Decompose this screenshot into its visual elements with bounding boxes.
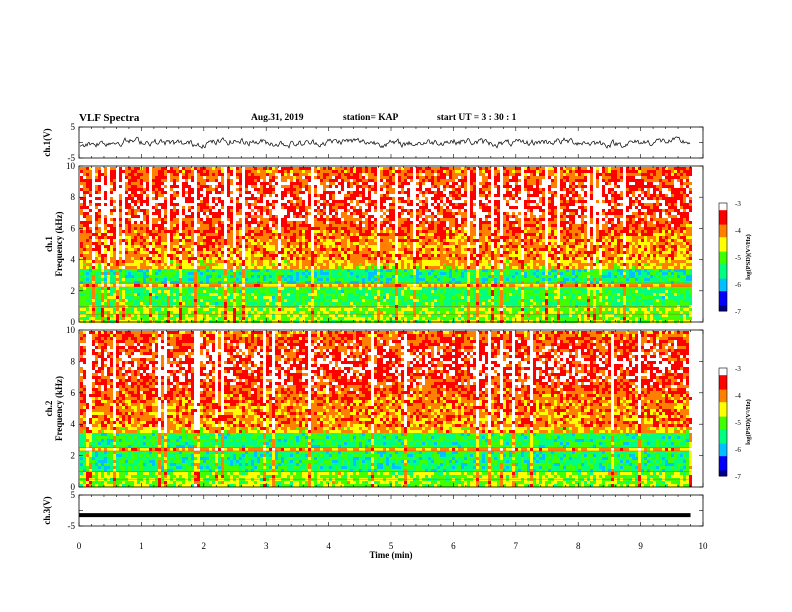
colorbar-1-tick--3: -3 xyxy=(735,200,741,208)
colorbar-2-tick--6: -6 xyxy=(735,446,741,454)
colorbar-2-label: log(PSD)(V²/Hz) xyxy=(745,399,752,445)
s2-ytick-2: 2 xyxy=(71,451,76,461)
colorbar-2-tick--3: -3 xyxy=(735,365,741,373)
x-tick-label-1: 1 xyxy=(139,541,144,551)
colorbar-1-tick--5: -5 xyxy=(735,254,741,262)
x-tick-label-9: 9 xyxy=(638,541,643,551)
x-tick-label-5: 5 xyxy=(389,541,394,551)
s1-ylabel-frequency: Frequency (kHz) xyxy=(54,211,64,276)
x-tick-label-2: 2 xyxy=(202,541,207,551)
s2-ylabel-frequency: Frequency (kHz) xyxy=(54,376,64,441)
s1-ytick-2: 2 xyxy=(71,286,76,296)
date-label: Aug.31, 2019 xyxy=(251,113,304,124)
s1-ylabel-channel: ch.1 xyxy=(44,236,54,252)
s2-ytick-0: 0 xyxy=(71,482,76,492)
colorbar-2 xyxy=(718,367,728,477)
ch3-ylabel: ch.3(V) xyxy=(42,496,52,524)
colorbar-1-label: log(PSD)(V²/Hz) xyxy=(745,234,752,280)
x-tick-label-10: 10 xyxy=(699,541,709,551)
ch3-panel-frame xyxy=(78,494,704,527)
s2-ytick-4: 4 xyxy=(71,419,76,429)
chart-title: VLF Spectra xyxy=(79,113,139,124)
ch1-spectrogram-image xyxy=(79,167,692,323)
x-tick-label-0: 0 xyxy=(77,541,82,551)
colorbar-1-tick--7: -7 xyxy=(735,308,741,316)
x-tick-label-3: 3 xyxy=(264,541,269,551)
ch1-ytick-bottom: -5 xyxy=(68,153,76,163)
s1-ytick-4: 4 xyxy=(71,255,76,265)
s1-ytick-0: 0 xyxy=(71,317,76,327)
start-time-label: start UT = 3 : 30 : 1 xyxy=(437,113,516,124)
s2-ytick-6: 6 xyxy=(71,388,76,398)
colorbar-2-tick--5: -5 xyxy=(735,419,741,427)
x-tick-label-8: 8 xyxy=(576,541,581,551)
ch2-spectrogram-image xyxy=(79,331,692,487)
ch1-panel-frame xyxy=(78,126,704,159)
x-tick-label-7: 7 xyxy=(514,541,519,551)
s1-ytick-6: 6 xyxy=(71,223,76,233)
s1-ytick-10: 10 xyxy=(66,161,76,171)
s1-ytick-8: 8 xyxy=(71,192,76,202)
s2-ytick-10: 10 xyxy=(66,325,76,335)
s2-ytick-8: 8 xyxy=(71,356,76,366)
ch3-ytick-top: 5 xyxy=(71,490,76,500)
s2-ylabel-channel: ch.2 xyxy=(44,400,54,416)
colorbar-1-tick--6: -6 xyxy=(735,281,741,289)
colorbar-1-tick--4: -4 xyxy=(735,227,741,235)
x-axis-label: Time (min) xyxy=(369,550,412,560)
x-tick-label-6: 6 xyxy=(451,541,456,551)
ch1-ytick-top: 5 xyxy=(71,122,76,132)
colorbar-1 xyxy=(718,202,728,312)
station-label: station= KAP xyxy=(343,113,398,124)
colorbar-2-tick--7: -7 xyxy=(735,473,741,481)
ch3-ytick-bottom: -5 xyxy=(68,521,76,531)
colorbar-2-tick--4: -4 xyxy=(735,392,741,400)
ch1-ylabel: ch.1(V) xyxy=(42,128,52,156)
ch1-waveform-series xyxy=(79,136,691,149)
x-tick-label-4: 4 xyxy=(326,541,331,551)
